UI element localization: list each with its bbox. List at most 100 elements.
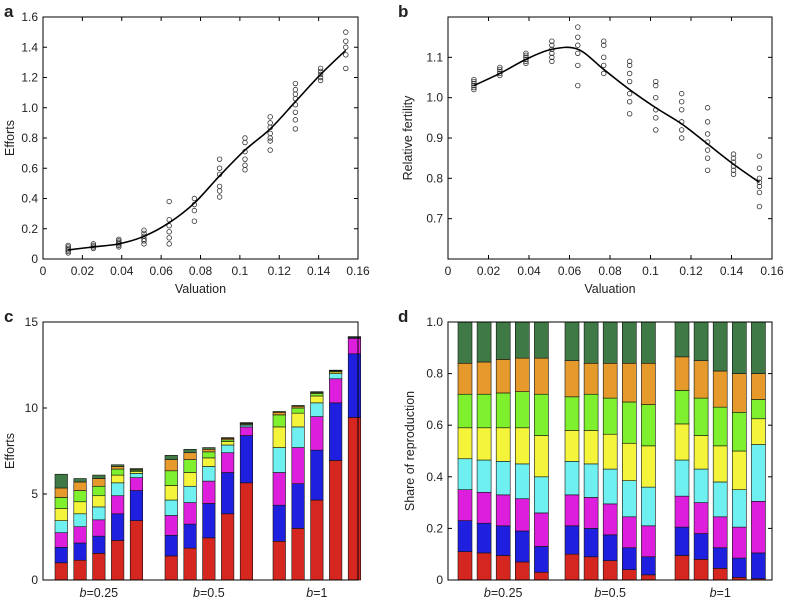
a-data-point: [267, 138, 273, 144]
c-bar-segment: [291, 407, 305, 414]
b-data-point: [601, 54, 607, 61]
d-bar-segment: [514, 530, 530, 563]
a-data-point: [343, 44, 349, 50]
c-bar-segment: [164, 454, 178, 460]
d-bar-segment: [495, 525, 511, 556]
panel-label-d: d: [398, 307, 408, 326]
a-frame: [42, 16, 359, 260]
a-data-point: [242, 135, 248, 141]
b-data-point: [678, 90, 685, 97]
d-bar-segment: [641, 321, 656, 364]
a-xtick-label: 0.02: [71, 264, 95, 278]
d-bar-segment: [674, 495, 690, 528]
b-data-point: [549, 38, 555, 44]
b-data-point: [497, 66, 503, 73]
d-bar-segment: [534, 393, 549, 436]
a-ytick-label: 1.4: [21, 40, 38, 54]
b-data-point: [575, 42, 581, 48]
c-ylabel: Efforts: [3, 433, 17, 469]
c-bar-segment: [164, 515, 178, 536]
a-data-point: [292, 126, 299, 132]
c-bar-segment: [291, 412, 305, 428]
c-bar-segment: [239, 426, 253, 436]
d-bar-segment: [583, 556, 599, 581]
b-data-point: [756, 175, 763, 182]
c-bar-segment: [347, 353, 362, 418]
d-bar-segment: [457, 458, 473, 490]
d-bar-segment: [693, 502, 709, 534]
d-bar-segment: [476, 491, 492, 524]
a-data-point: [116, 236, 122, 243]
a-data-point: [292, 91, 299, 97]
d-group-label-italic: b: [484, 586, 491, 600]
b-data-point: [756, 153, 763, 159]
a-ytick-label: 1.6: [21, 10, 38, 24]
c-bar-segment: [73, 490, 87, 503]
c-bar-segment: [202, 537, 216, 581]
a-data-point: [242, 156, 248, 162]
c-group-label-value: =0.25: [87, 586, 119, 600]
c-bar-segment: [164, 555, 178, 581]
d-ytick-label: 0.2: [426, 521, 443, 535]
d-bar-segment: [476, 522, 492, 554]
c-bar-segment: [111, 495, 125, 515]
b-data-point: [653, 115, 659, 121]
d-bar-segment: [712, 321, 728, 372]
d-bar-segment: [534, 571, 549, 581]
a-ytick-label: 0.4: [21, 192, 38, 206]
b-data-point: [601, 62, 607, 69]
b-data-point: [471, 86, 477, 93]
c-bar-segment: [221, 513, 235, 581]
d-bar-segment: [514, 561, 530, 581]
b-data-point: [653, 127, 659, 133]
d-bar-segment: [495, 392, 511, 429]
d-bar-segment: [583, 430, 599, 465]
a-xtick-label: 0.12: [268, 264, 292, 278]
a-data-point: [317, 65, 324, 72]
d-bar-segment: [457, 551, 473, 581]
d-bar-segment: [641, 556, 656, 576]
c-bar-segment: [73, 501, 87, 515]
b-data-point: [549, 50, 555, 56]
c-bar-segment: [202, 466, 216, 482]
d-bar-segment: [457, 362, 473, 395]
d-ytick-label: 0.4: [426, 470, 443, 484]
c-ytick-label: 0: [31, 573, 38, 587]
a-data-point: [267, 120, 273, 126]
d-bar-segment: [602, 534, 618, 561]
c-bar-segment: [111, 482, 125, 497]
c-bar-segment: [329, 460, 343, 581]
b-data-point: [730, 155, 737, 161]
b-data-point: [575, 82, 581, 89]
d-bar-segment: [564, 321, 580, 362]
a-data-point: [292, 86, 299, 93]
b-data-point: [575, 24, 581, 30]
d-bar-segment: [712, 516, 728, 549]
b-data-point: [549, 42, 555, 48]
b-data-point: [653, 94, 659, 101]
panel-b: b 0.7 0.8 0.9 1.0 1.1 Relative fertility 0 0.02 0…: [398, 2, 784, 296]
c-bar-segment: [183, 459, 197, 473]
b-data-point: [756, 203, 763, 210]
a-data-point: [216, 183, 223, 190]
d-bar-segment: [731, 411, 747, 452]
a-data-point: [317, 77, 324, 84]
b-data-point: [730, 167, 737, 173]
c-bar-segment: [164, 485, 178, 501]
c-bar-segment: [183, 523, 197, 549]
c-bar-segment: [310, 499, 324, 581]
c-bar-segment: [329, 373, 343, 380]
b-fit-line: [473, 46, 760, 184]
d-bar-segment: [751, 501, 766, 554]
c-bar-segment: [54, 508, 68, 521]
c-bar-segment: [54, 497, 68, 509]
d-bar-segment: [693, 321, 709, 362]
a-data-point: [216, 194, 223, 200]
b-data-point: [678, 98, 685, 105]
c-bar-segment: [111, 468, 125, 476]
c-ytick-label: 5: [31, 487, 38, 501]
c-bar-segment: [73, 559, 87, 581]
d-bar-segment: [641, 574, 656, 581]
d-bar-segment: [457, 427, 473, 460]
d-ytick-label: 1.0: [426, 315, 443, 329]
